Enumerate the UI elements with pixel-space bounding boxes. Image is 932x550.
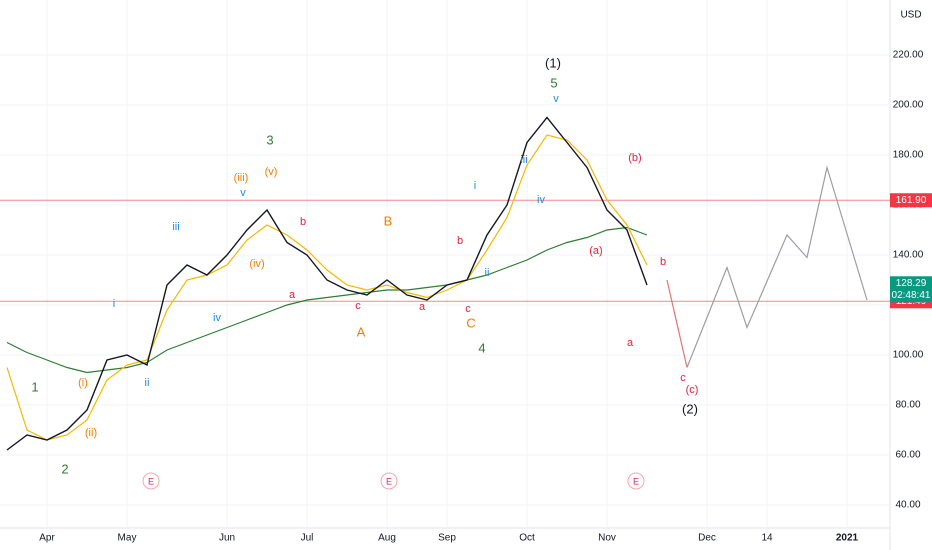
event-label: E — [148, 476, 154, 486]
wave-label: iv — [213, 312, 221, 324]
wave-label: iv — [537, 194, 545, 206]
x-tick-label: Aug — [378, 533, 396, 544]
countdown-label: 02:48:41 — [892, 290, 931, 301]
price-tag-label: 161.90 — [896, 195, 927, 206]
wave-label: i — [474, 180, 476, 192]
wave-label: i — [113, 298, 115, 310]
y-tick-label: 180.00 — [893, 150, 924, 161]
wave-label: ii — [485, 267, 490, 279]
wave-label: (iii) — [234, 172, 249, 184]
y-tick-label: 100.00 — [893, 350, 924, 361]
y-tick-label: 140.00 — [893, 250, 924, 261]
event-marker — [380, 472, 398, 490]
price-line — [6, 226, 648, 374]
wave-label: C — [466, 315, 475, 330]
wave-label: (a) — [589, 245, 602, 257]
wave-label: c — [355, 300, 361, 312]
price-tag — [890, 193, 932, 208]
wave-label: (2) — [682, 401, 698, 416]
y-tick-label: 200.00 — [893, 100, 924, 111]
x-tick-label: 14 — [761, 533, 773, 544]
x-tick-label: Sep — [438, 533, 456, 544]
wave-label: c — [465, 303, 471, 315]
x-tick-label: Nov — [598, 533, 616, 544]
wave-label: 3 — [266, 132, 273, 147]
x-tick-label: Jun — [219, 533, 235, 544]
wave-label: b — [457, 235, 463, 247]
wave-label: 5 — [550, 75, 557, 90]
x-tick-label: May — [118, 533, 137, 544]
x-tick-label: 2021 — [836, 533, 859, 544]
event-label: E — [633, 476, 639, 486]
wave-label: (b) — [628, 152, 641, 164]
y-tick-label: 80.00 — [895, 400, 920, 411]
wave-label: b — [300, 216, 306, 228]
wave-label: (c) — [686, 384, 699, 396]
wave-label: iii — [520, 154, 527, 166]
wave-label: A — [357, 324, 366, 339]
wave-label: v — [240, 187, 246, 199]
wave-label: c — [680, 372, 686, 384]
wave-label: 4 — [478, 340, 485, 355]
wave-label: (iv) — [249, 258, 264, 270]
event-label: E — [386, 476, 392, 486]
wave-label: b — [660, 256, 666, 268]
event-marker — [142, 472, 160, 490]
wave-label: (i) — [78, 377, 88, 389]
price-line — [686, 165, 868, 368]
wave-label: (1) — [545, 55, 561, 70]
wave-label: a — [627, 337, 634, 349]
wave-label: B — [384, 213, 393, 228]
wave-label: ii — [145, 377, 150, 389]
y-tick-label: 60.00 — [895, 450, 920, 461]
y-tick-label: 40.00 — [895, 500, 920, 511]
wave-label: 2 — [61, 461, 68, 476]
x-tick-label: Oct — [519, 533, 535, 544]
last-price-tag — [890, 276, 932, 303]
wave-label: a — [419, 301, 426, 313]
last-price-label: 128.29 — [896, 278, 927, 289]
x-tick-label: Dec — [698, 533, 716, 544]
x-tick-label: Apr — [39, 533, 55, 544]
wave-label: 1 — [31, 379, 38, 394]
currency-label: USD — [900, 10, 921, 21]
x-tick-label: Jul — [301, 533, 314, 544]
price-line — [6, 134, 648, 441]
wave-label: iii — [172, 221, 179, 233]
event-marker — [627, 472, 645, 490]
y-tick-label: 220.00 — [893, 50, 924, 61]
wave-label: a — [289, 289, 296, 301]
price-line — [6, 116, 648, 451]
wave-label: (ii) — [85, 427, 97, 439]
wave-label: v — [553, 93, 559, 105]
price-line — [666, 279, 688, 368]
wave-label: (v) — [265, 166, 278, 178]
